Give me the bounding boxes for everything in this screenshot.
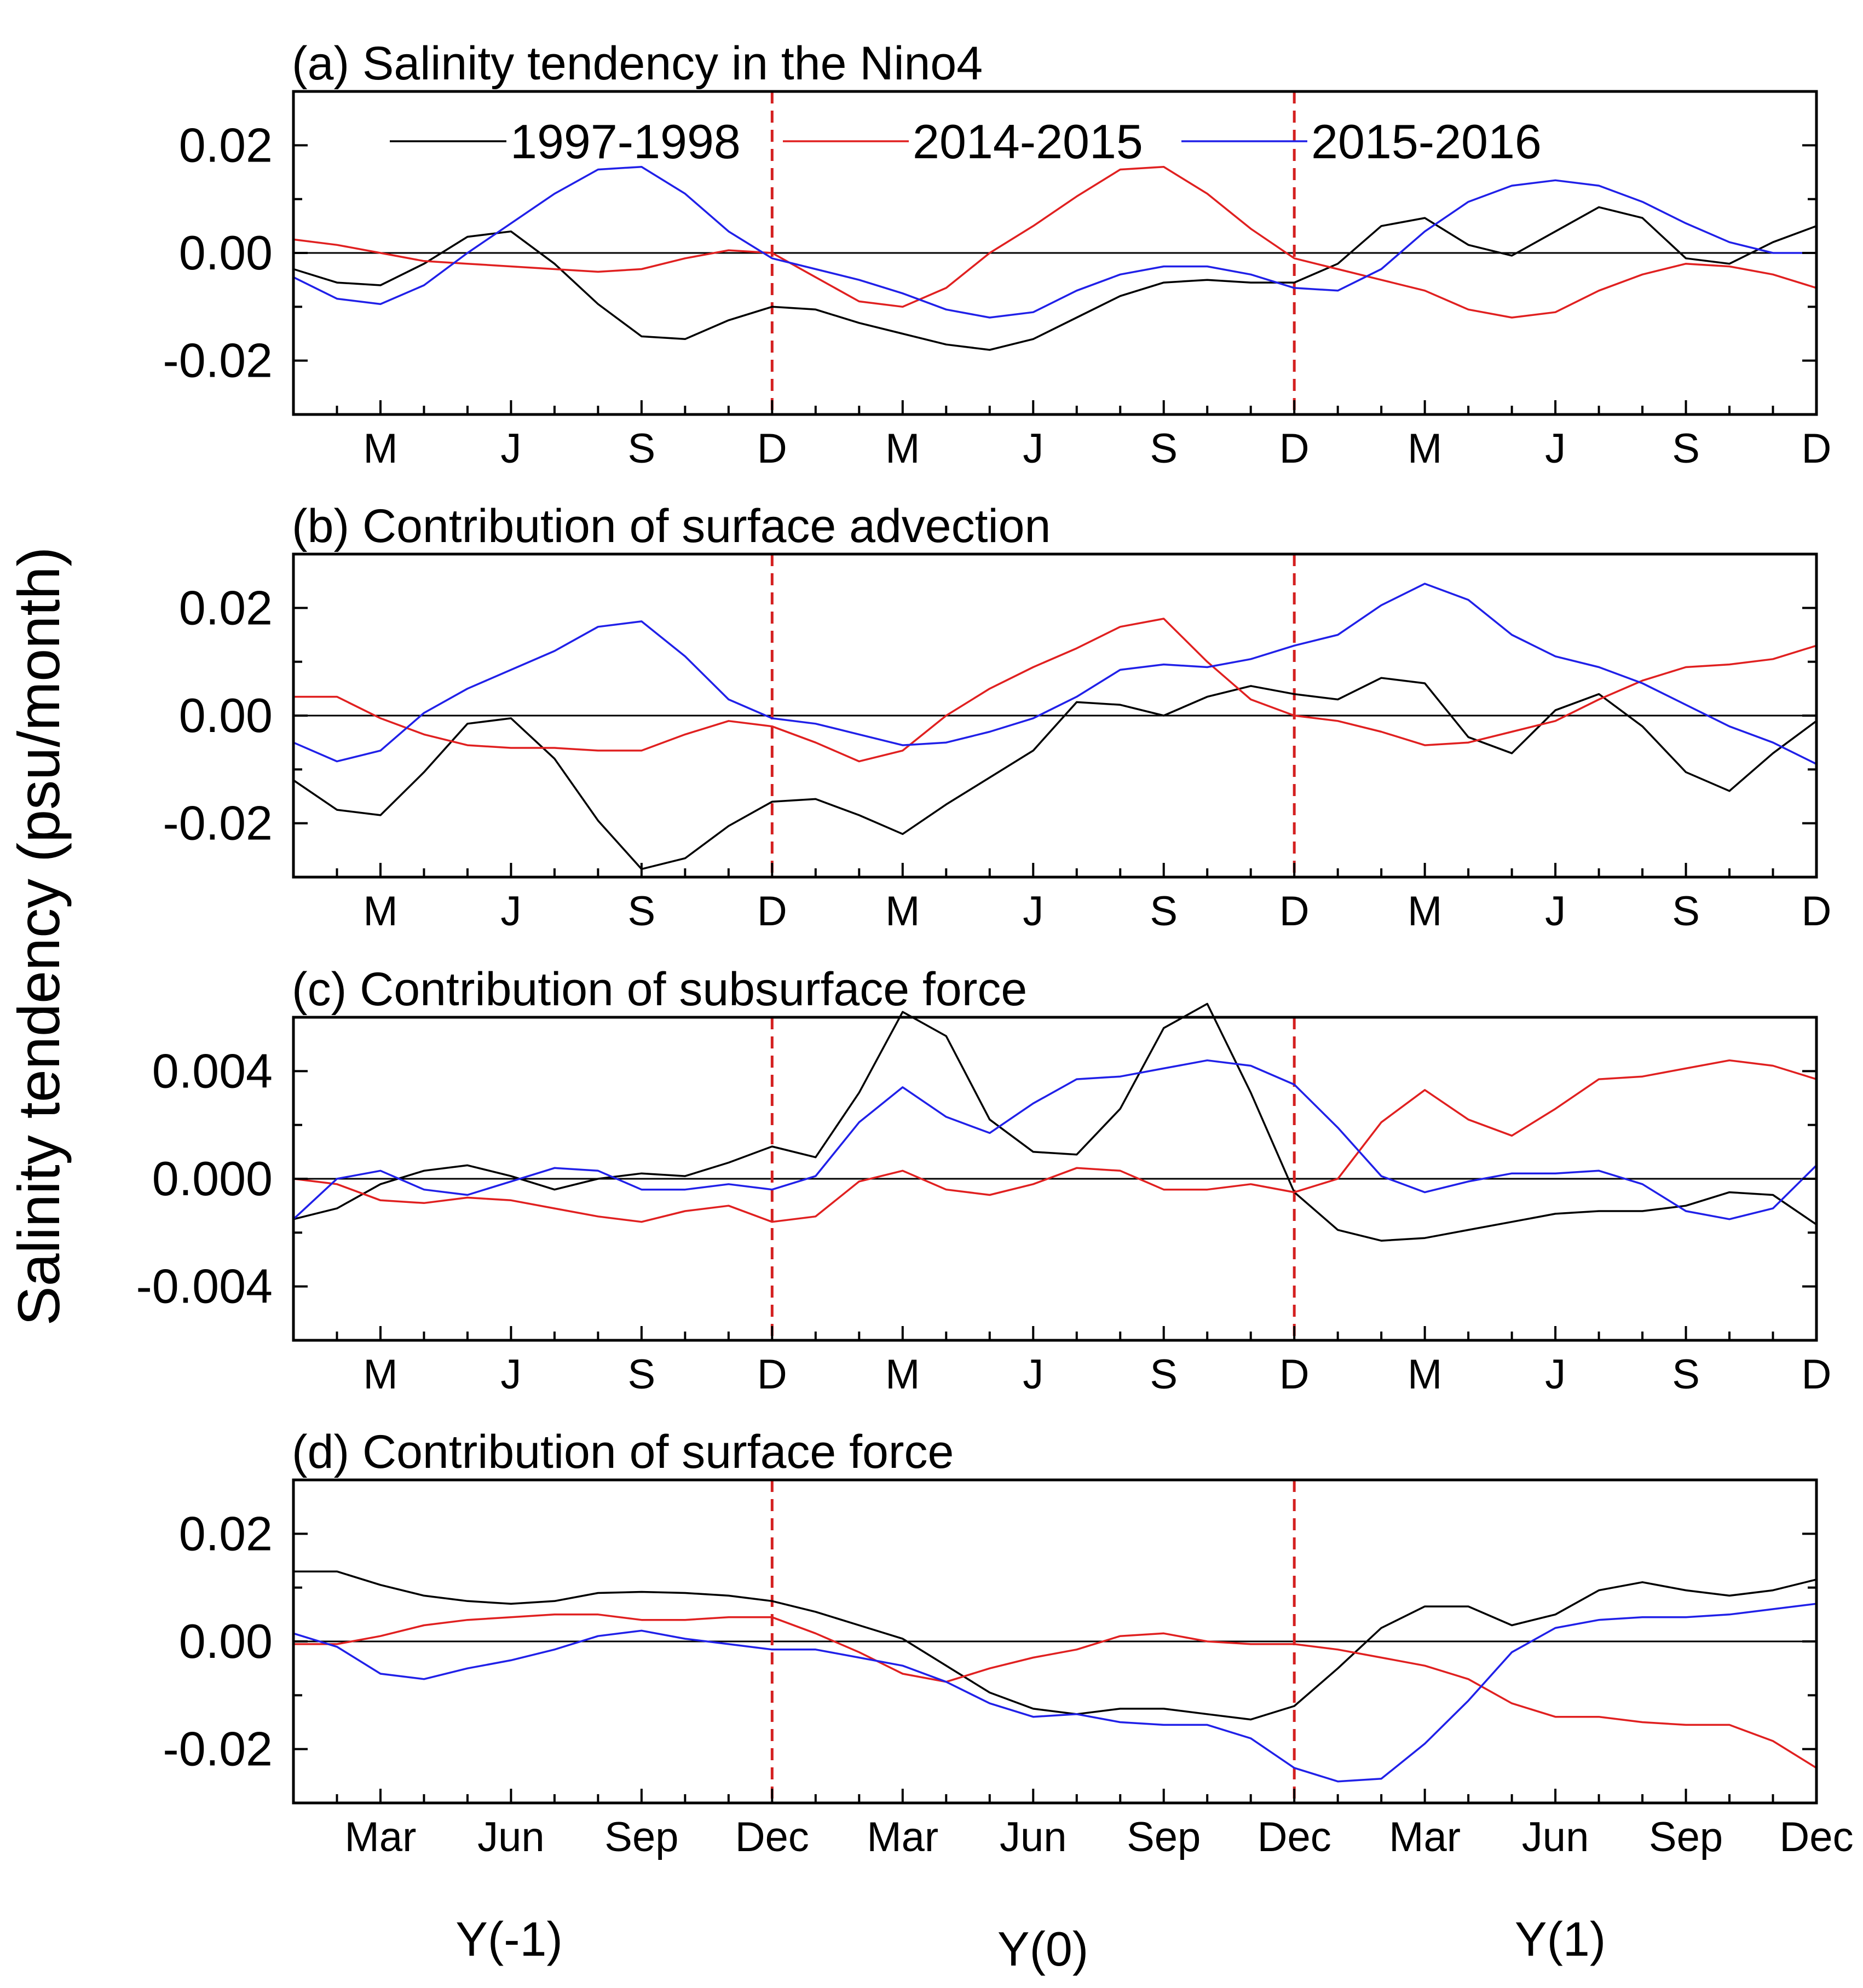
x-tick-label: J — [500, 425, 521, 472]
x-tick-label: Jun — [1000, 1814, 1067, 1860]
x-tick-label: Dec — [1258, 1814, 1331, 1860]
panel-title: (d) Contribution of surface force — [292, 1426, 954, 1478]
y-tick-label: -0.02 — [163, 1722, 273, 1776]
y-tick-label: 0.00 — [179, 1614, 273, 1668]
y-tick-label: 0.02 — [179, 118, 273, 172]
legend-label: 2014-2015 — [913, 114, 1143, 169]
x-tick-label: S — [1150, 425, 1178, 472]
series-line — [293, 206, 1817, 351]
series-line — [293, 1002, 1817, 1242]
x-tick-label: J — [1545, 425, 1566, 472]
y-axis-label: Salinity tendency (psu/month) — [5, 547, 72, 1326]
x-tick-label: M — [1408, 425, 1442, 472]
series-line — [293, 1570, 1817, 1721]
x-tick-label: Dec — [1779, 1814, 1853, 1860]
x-tick-label: S — [628, 888, 656, 935]
x-tick-label: M — [1408, 888, 1442, 935]
x-tick-label: M — [1408, 1351, 1442, 1398]
x-tick-label: Mar — [1389, 1814, 1461, 1860]
x-tick-label: M — [885, 1351, 920, 1398]
series-line — [293, 677, 1818, 871]
x-tick-label: S — [1150, 1351, 1178, 1398]
x-tick-label: J — [500, 888, 521, 935]
x-tick-label: D — [1279, 1351, 1310, 1398]
y-tick-label: 0.00 — [179, 226, 273, 280]
panel-title: (c) Contribution of subsurface force — [292, 963, 1027, 1016]
x-tick-label: M — [885, 425, 920, 472]
x-tick-label: J — [1023, 425, 1043, 472]
panel-4: (d) Contribution of surface force -0.02 0.… — [163, 1426, 1853, 1860]
x-tick-label: J — [1545, 888, 1566, 935]
y-tick-label: 0.004 — [152, 1044, 273, 1098]
x-tick-label: J — [1023, 1351, 1043, 1398]
x-tick-label: Jun — [477, 1814, 545, 1860]
x-tick-label: D — [1279, 888, 1310, 935]
x-tick-label: D — [1802, 425, 1832, 472]
legend-item: 1997-1998 — [390, 114, 741, 169]
year-label-y0: Y(0) — [997, 1922, 1088, 1976]
legend-label: 2015-2016 — [1311, 114, 1542, 169]
x-tick-label: S — [1672, 888, 1700, 935]
x-tick-label: Sep — [604, 1814, 678, 1860]
x-tick-label: J — [1545, 1351, 1566, 1398]
series-line — [293, 618, 1817, 763]
y-tick-label: 0.02 — [179, 580, 273, 635]
x-tick-label: J — [500, 1351, 521, 1398]
year-label-y1: Y(1) — [1515, 1912, 1606, 1966]
series-line — [293, 1614, 1817, 1769]
y-tick-label: -0.02 — [163, 796, 273, 850]
x-tick-label: J — [1023, 888, 1043, 935]
legend-item: 2015-2016 — [1181, 114, 1542, 169]
y-tick-label: -0.004 — [136, 1259, 273, 1313]
x-tick-label: Sep — [1649, 1814, 1723, 1860]
x-tick-label: D — [1802, 1351, 1832, 1398]
x-tick-label: S — [628, 425, 656, 472]
x-tick-label: M — [363, 888, 397, 935]
legend-label: 1997-1998 — [510, 114, 741, 169]
x-tick-label: S — [628, 1351, 656, 1398]
y-tick-label: 0.00 — [179, 688, 273, 742]
series-line — [292, 1059, 1818, 1220]
panel-title: (a) Salinity tendency in the Nino4 — [292, 37, 983, 90]
x-tick-label: M — [363, 1351, 397, 1398]
y-tick-label: 0.000 — [152, 1151, 273, 1206]
series-line — [293, 165, 1816, 319]
x-tick-label: M — [363, 425, 397, 472]
legend-item: 2014-2015 — [783, 114, 1143, 169]
panel-3: (c) Contribution of subsurface force -0.0… — [136, 963, 1831, 1398]
panel-2: (b) Contribution of surface advection -0.… — [163, 500, 1831, 935]
series-line — [293, 1603, 1817, 1783]
x-tick-label: Sep — [1127, 1814, 1201, 1860]
panel-1: (a) Salinity tendency in the Nino4 -0.02 0… — [163, 37, 1831, 472]
series-line — [293, 1059, 1817, 1223]
x-tick-label: D — [1279, 425, 1310, 472]
x-tick-label: D — [1802, 888, 1832, 935]
x-tick-label: Mar — [345, 1814, 417, 1860]
x-tick-label: S — [1672, 1351, 1700, 1398]
x-tick-label: S — [1672, 425, 1700, 472]
x-tick-label: D — [757, 1351, 787, 1398]
y-tick-label: 0.02 — [179, 1506, 273, 1560]
series-line — [293, 165, 1817, 319]
x-tick-label: S — [1150, 888, 1178, 935]
year-label-y-minus1: Y(-1) — [455, 1912, 563, 1966]
x-tick-label: Dec — [735, 1814, 809, 1860]
panel-title: (b) Contribution of surface advection — [292, 500, 1051, 552]
x-tick-label: M — [885, 888, 920, 935]
x-tick-label: Mar — [867, 1814, 938, 1860]
x-tick-label: D — [757, 888, 787, 935]
series-line — [293, 583, 1817, 765]
x-tick-label: D — [757, 425, 787, 472]
y-tick-label: -0.02 — [163, 333, 273, 388]
x-tick-label: Jun — [1522, 1814, 1589, 1860]
